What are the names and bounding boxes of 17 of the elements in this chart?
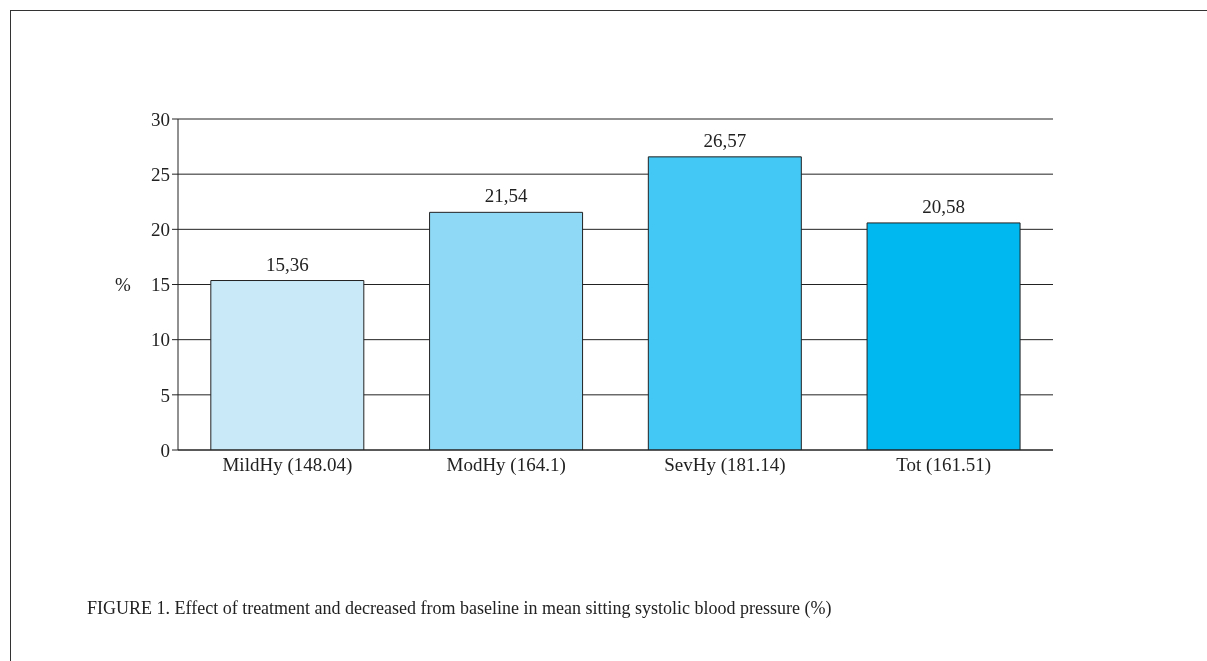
y-tick-label: 10 — [151, 329, 170, 351]
data-label: 21,54 — [484, 185, 528, 207]
caption: FIGURE 1. Effect of treatment and decreased from baseline in mean sitting systolic blood pressure (%) — [87, 598, 832, 619]
x-tick-label: SevHy (181.14) — [664, 454, 786, 477]
y-tick-label: 30 — [151, 108, 170, 130]
x-tick-label: MildHy (148.04) — [222, 454, 353, 477]
data-label: 26,57 — [703, 129, 747, 151]
x-tick-label: Tot (161.51) — [896, 454, 991, 477]
y-tick-label: 25 — [151, 163, 170, 185]
y-tick-label: 15 — [151, 274, 170, 296]
y-tick-label: 20 — [151, 219, 170, 241]
x-tick-label: ModHy (164.1) — [446, 454, 566, 477]
y-axis-title: % — [115, 274, 131, 296]
y-tick-label: 0 — [160, 439, 170, 461]
data-label: 15,36 — [265, 253, 309, 275]
y-tick-label: 5 — [160, 384, 170, 406]
data-label: 20,58 — [922, 195, 965, 217]
